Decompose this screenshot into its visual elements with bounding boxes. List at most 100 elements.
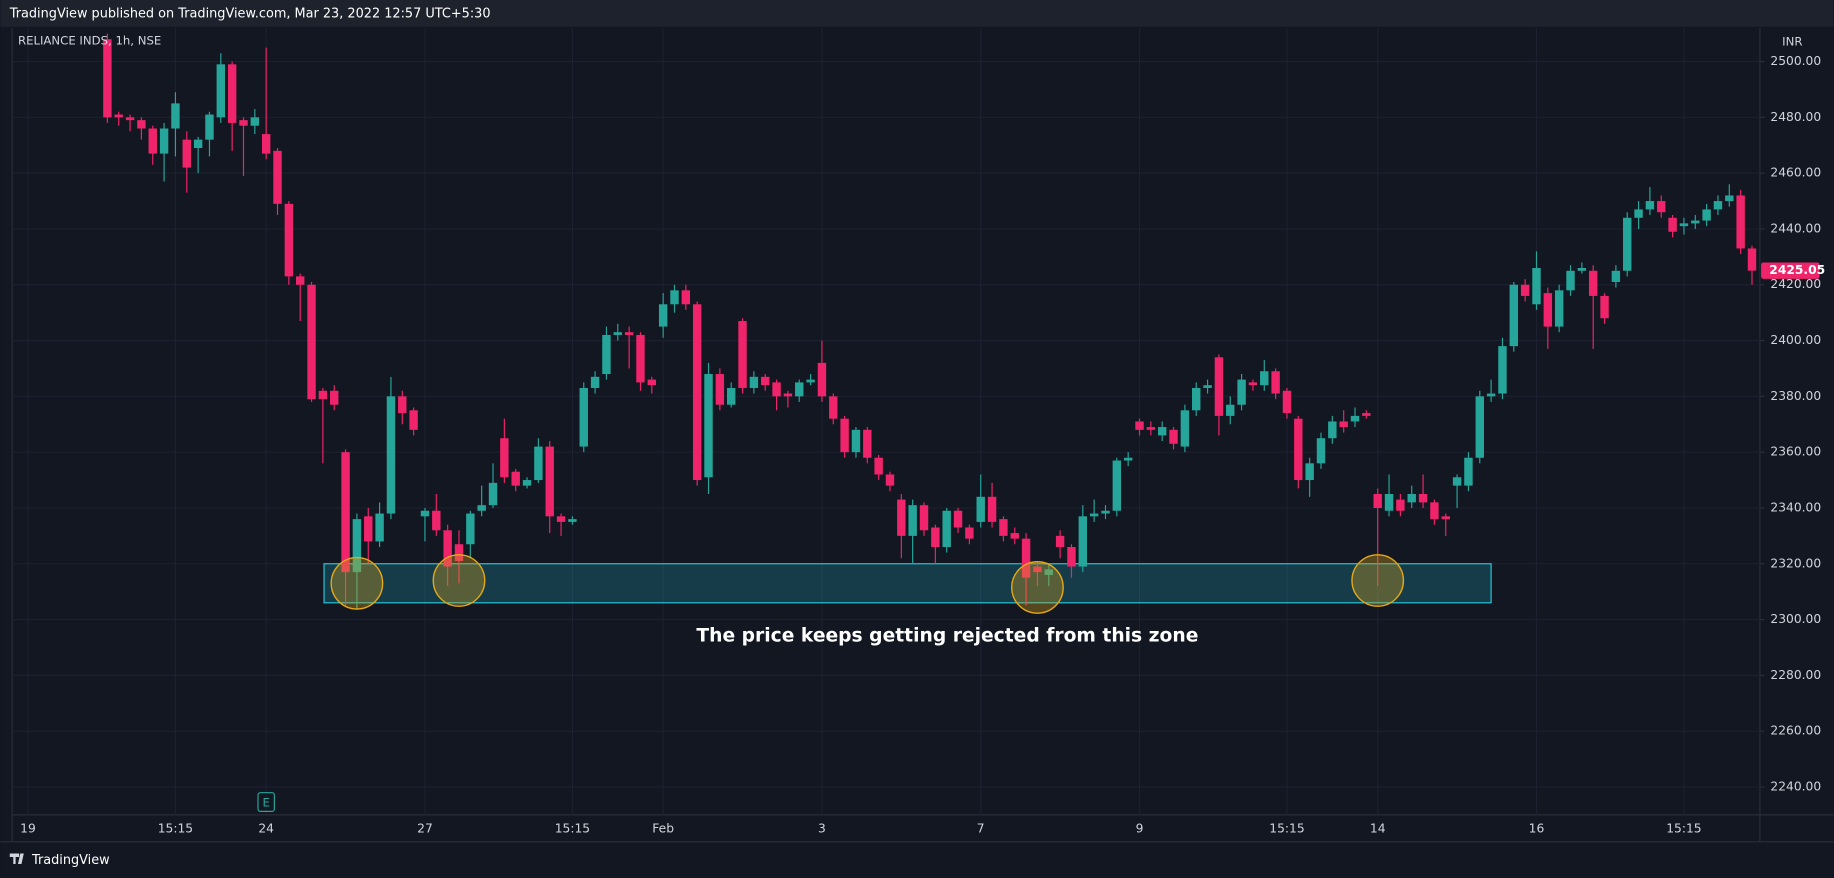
candle-body: [420, 510, 430, 517]
candle-body: [1203, 385, 1212, 388]
y-tick-label: 2480.00: [1770, 110, 1821, 124]
candle-body: [193, 139, 203, 149]
candle-body: [114, 114, 123, 118]
candle-body: [1600, 295, 1609, 319]
candle-body: [364, 516, 373, 542]
candle-body: [352, 519, 362, 573]
candle-body: [205, 114, 214, 140]
candle-body: [1067, 547, 1076, 567]
y-tick-label: 2300.00: [1770, 612, 1821, 626]
candle-body: [1418, 494, 1428, 503]
candle-body: [1055, 535, 1065, 548]
candle-body: [488, 482, 498, 506]
y-tick-label: 2260.00: [1770, 724, 1821, 738]
candle-body: [432, 510, 441, 531]
footer-text: TradingView: [31, 853, 110, 868]
candle-body: [704, 374, 713, 478]
support-zone: [323, 563, 1492, 604]
candle-body: [284, 203, 294, 277]
currency-label: INR: [1782, 35, 1802, 49]
candle-body: [1691, 220, 1700, 224]
x-tick-label: 24: [258, 821, 274, 835]
candle-body: [239, 120, 248, 126]
candle-body: [1373, 494, 1382, 508]
earnings-label: E: [262, 796, 269, 810]
candle-body: [1226, 404, 1235, 416]
candle-body: [681, 290, 691, 305]
candle-body: [579, 387, 588, 447]
candle-body: [919, 505, 929, 531]
candle-body: [874, 457, 883, 475]
candle-body: [1566, 270, 1575, 291]
candle-body: [1350, 415, 1360, 422]
candle-body: [1679, 223, 1689, 227]
candle-body: [590, 376, 600, 388]
candle-body: [1180, 410, 1190, 447]
rejection-circle: [330, 556, 384, 610]
plot: [103, 33, 1757, 812]
candle-body: [1464, 457, 1473, 486]
candle-body: [1611, 270, 1621, 282]
candle-body: [477, 505, 486, 511]
candle-body: [1339, 421, 1348, 428]
candle-body: [409, 410, 418, 430]
candle-body: [1441, 516, 1450, 520]
candle-body: [976, 496, 985, 522]
candle-body: [295, 276, 305, 285]
candle-body: [103, 39, 112, 118]
candle-body: [1702, 209, 1711, 221]
candle-body: [1362, 413, 1371, 416]
candle-body: [250, 117, 260, 126]
candle-body: [511, 471, 520, 486]
y-tick-label: 2460.00: [1770, 166, 1821, 180]
x-tick-label: 27: [417, 821, 433, 835]
candle-body: [885, 474, 895, 486]
candle-body: [783, 393, 793, 397]
candle-body: [307, 284, 316, 400]
candle-body: [500, 438, 509, 478]
annotation: The price keeps getting rejected from th…: [696, 625, 1198, 646]
candle-body: [1123, 457, 1133, 461]
candle-body: [1305, 463, 1314, 481]
candle-body: [398, 396, 407, 414]
last-price-label: 2425.05: [1769, 263, 1825, 277]
candle-body: [624, 332, 634, 335]
candle-body: [738, 321, 747, 388]
candle-body: [1396, 499, 1405, 511]
candle-body: [330, 390, 339, 405]
x-tick-label: 7: [977, 821, 985, 835]
candle-body: [772, 382, 781, 397]
candle-body: [692, 304, 702, 481]
x-tick-label: 15:15: [1666, 821, 1701, 835]
rejection-circle: [432, 554, 486, 607]
y-tick-label: 2440.00: [1770, 221, 1821, 235]
candle-body: [375, 513, 384, 542]
candle-body: [1112, 460, 1122, 511]
candle-body: [534, 446, 543, 481]
candle-body: [1407, 494, 1416, 503]
x-tick-label: 16: [1529, 821, 1545, 835]
candle-body: [647, 379, 657, 386]
candle-body: [522, 480, 532, 486]
rejection-circle: [1011, 561, 1064, 614]
symbol-label: RELIANCE INDS, 1h, NSE: [18, 33, 161, 47]
candle-body: [658, 304, 668, 327]
candle-body: [1157, 427, 1167, 436]
candle-body: [829, 396, 838, 419]
y-tick-label: 2240.00: [1770, 779, 1821, 793]
candle-body: [1135, 421, 1144, 430]
candle-body: [1623, 217, 1632, 271]
candle-body: [1192, 387, 1201, 411]
candle-body: [1294, 418, 1303, 481]
logo-icon: [9, 853, 24, 864]
candle-body: [443, 530, 452, 567]
x-tick-label: Feb: [652, 821, 674, 835]
x-tick-label: 15:15: [1269, 821, 1304, 835]
x-tick-label: 14: [1370, 821, 1386, 835]
candle-body: [227, 64, 237, 123]
candle-body: [1486, 393, 1496, 397]
candle-body: [1316, 438, 1326, 464]
x-tick-label: 9: [1136, 821, 1144, 835]
x-tick-label: 3: [818, 821, 826, 835]
